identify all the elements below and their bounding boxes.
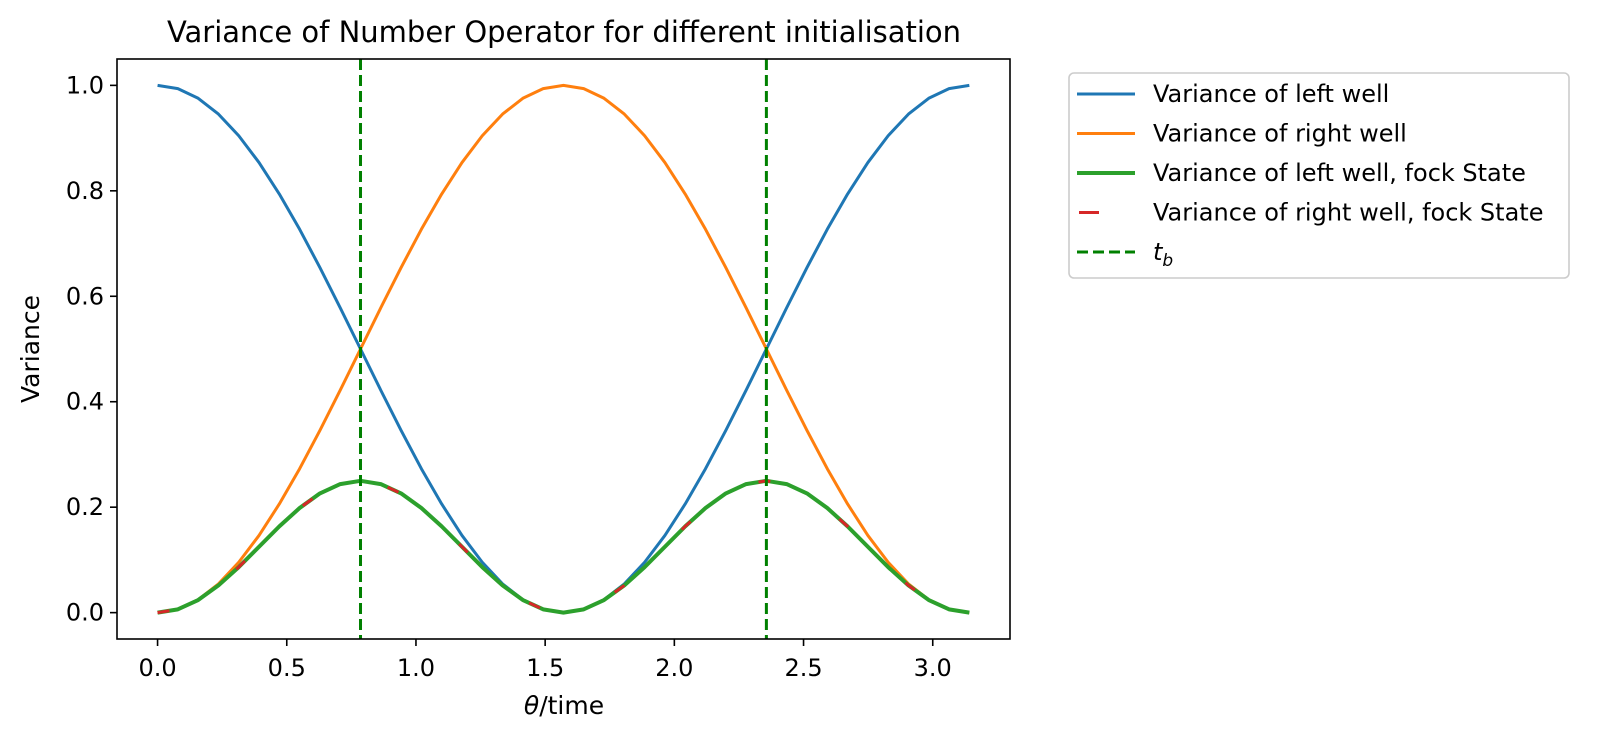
y-tick-label: 0.6 [66, 282, 104, 310]
x-tick-label: 1.0 [397, 654, 435, 682]
x-tick-label: 0.0 [138, 654, 176, 682]
legend-frame [1068, 72, 1570, 279]
series-line-3 [157, 478, 970, 615]
x-tick-label: 2.5 [784, 654, 822, 682]
y-axis-ticks: 0.0 0.2 0.4 0.6 0.8 1.0 [66, 71, 117, 627]
x-tick-label: 2.0 [655, 654, 693, 682]
y-tick-label: 0.4 [66, 388, 104, 416]
x-tick-label: 1.5 [526, 654, 564, 682]
y-tick-label: 0.0 [66, 599, 104, 627]
legend-item: Variance of right well, fock State [1079, 199, 1543, 227]
legend-items: Variance of left well Variance of right w… [1077, 80, 1543, 271]
legend-label: Variance of left well [1153, 80, 1389, 108]
legend-item: Variance of left well [1077, 80, 1389, 108]
axes-frame [116, 58, 1011, 640]
x-axis-ticks: 0.0 0.5 1.0 1.5 2.0 2.5 3.0 [138, 639, 952, 682]
series-line-2 [157, 83, 970, 615]
legend-label: Variance of right well [1153, 120, 1407, 148]
legend-item: tb [1077, 238, 1173, 271]
legend-label: tb [1153, 238, 1173, 271]
vline-layer [359, 59, 768, 639]
legend-item: Variance of left well, fock State [1077, 159, 1526, 187]
legend-label: Variance of right well, fock State [1153, 199, 1543, 227]
x-tick-label: 3.0 [914, 654, 952, 682]
y-axis-label: Variance [16, 295, 45, 403]
x-axis-label: θ/time [524, 691, 604, 720]
series-layer [157, 83, 970, 615]
legend-item: Variance of right well [1077, 120, 1407, 148]
legend: Variance of left well Variance of right w… [1068, 72, 1570, 279]
x-axis-label-symbol: θ [524, 691, 539, 720]
y-tick-label: 0.8 [66, 177, 104, 205]
legend-label: Variance of left well, fock State [1153, 159, 1526, 187]
y-tick-label: 1.0 [66, 71, 104, 99]
plot-area [116, 58, 1011, 640]
x-tick-label: 0.5 [268, 654, 306, 682]
chart-title: Variance of Number Operator for differen… [167, 15, 961, 49]
x-axis-label-text: /time [539, 691, 604, 720]
y-tick-label: 0.2 [66, 493, 104, 521]
